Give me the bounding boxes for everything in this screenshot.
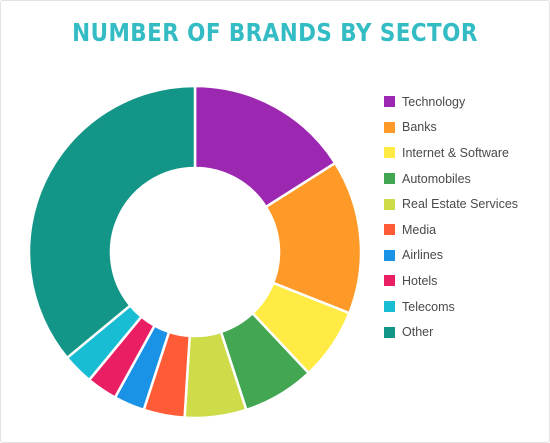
legend-swatch xyxy=(384,301,395,313)
legend-item-banks: Banks xyxy=(384,115,544,141)
legend-item-automobiles: Automobiles xyxy=(384,166,544,192)
legend-swatch xyxy=(384,224,395,236)
legend-item-internet-software: Internet & Software xyxy=(384,140,544,166)
legend-swatch xyxy=(384,249,395,261)
chart-legend: Technology Banks Internet & Software Automo… xyxy=(384,89,544,345)
legend-label: Automobiles xyxy=(402,171,471,186)
legend-label: Airlines xyxy=(402,248,443,263)
legend-swatch xyxy=(384,326,395,338)
legend-label: Internet & Software xyxy=(402,145,510,160)
slice-other xyxy=(27,84,197,360)
legend-swatch xyxy=(384,198,395,210)
legend-swatch xyxy=(384,275,395,287)
legend-swatch xyxy=(384,121,395,133)
legend-item-telecoms: Telecoms xyxy=(384,294,544,320)
legend-label: Media xyxy=(402,222,437,237)
chart-title: NUMBER OF BRANDS BY SECTOR xyxy=(72,18,478,47)
legend-item-other: Other xyxy=(384,319,544,345)
legend-swatch xyxy=(384,173,395,185)
legend-label: Hotels xyxy=(402,273,438,288)
legend-label: Technology xyxy=(402,94,466,109)
legend-label: Other xyxy=(402,325,434,340)
legend-item-real-estate-services: Real Estate Services xyxy=(384,191,544,217)
legend-item-airlines: Airlines xyxy=(384,243,544,269)
legend-swatch xyxy=(384,147,395,159)
legend-swatch xyxy=(384,96,395,108)
legend-item-media: Media xyxy=(384,217,544,243)
legend-label: Real Estate Services xyxy=(402,197,519,212)
legend-label: Telecoms xyxy=(402,299,455,314)
legend-label: Banks xyxy=(402,120,437,135)
legend-item-technology: Technology xyxy=(384,89,544,115)
legend-item-hotels: Hotels xyxy=(384,268,544,294)
